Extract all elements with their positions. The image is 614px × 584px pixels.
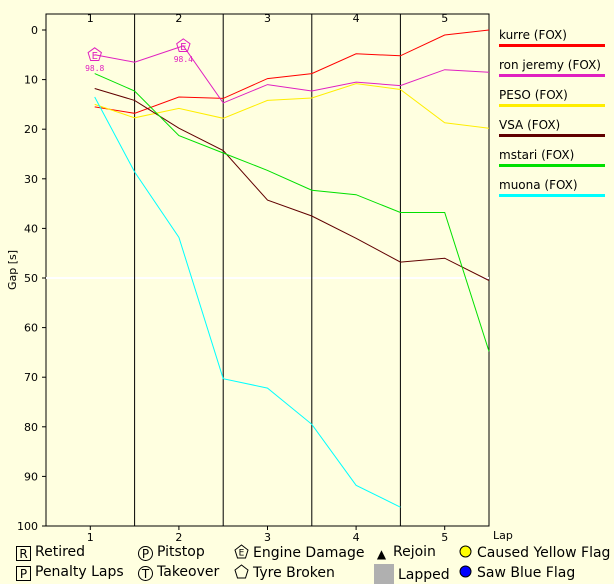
key-item: P Pitstop	[138, 544, 205, 561]
legend-label: mstari (FOX)	[499, 148, 575, 162]
key-label: Saw Blue Flag	[477, 565, 576, 581]
series-line-5	[94, 73, 490, 352]
y-tick-label-80: 80	[24, 421, 38, 434]
key-label: Lapped	[398, 567, 450, 583]
key-circle-icon: T	[138, 566, 153, 581]
triangle-icon: ▲	[376, 547, 387, 561]
key-item: ▲ Rejoin	[374, 544, 436, 562]
y-axis-label: Gap [s]	[6, 250, 19, 290]
key-label: Retired	[35, 544, 86, 560]
legend-label: VSA (FOX)	[499, 118, 561, 132]
event-symbol-1: E	[92, 51, 98, 62]
legend-swatch	[499, 104, 605, 107]
legend-swatch	[499, 194, 605, 197]
plot-frame	[45, 13, 490, 527]
legend-swatch	[499, 74, 605, 77]
series-line-6	[94, 96, 401, 508]
legend-item: VSA (FOX)	[499, 118, 605, 137]
x-tick-label-bottom-4: 4	[353, 531, 360, 544]
y-tick-label-10: 10	[24, 74, 38, 87]
legend-item: ron jeremy (FOX)	[499, 58, 605, 77]
x-tick-label-top-5: 5	[441, 12, 448, 25]
key-label: Caused Yellow Flag	[477, 545, 611, 561]
key-item: Saw Blue Flag	[458, 564, 575, 581]
x-tick-label-top-3: 3	[264, 12, 271, 25]
legend-label: PESO (FOX)	[499, 88, 568, 102]
legend-item: mstari (FOX)	[499, 148, 605, 167]
series-line-1	[94, 29, 490, 114]
blue-dot-icon	[458, 564, 473, 579]
legend-label: kurre (FOX)	[499, 28, 567, 42]
y-tick-label-30: 30	[24, 173, 38, 186]
key-label: Pitstop	[157, 544, 205, 560]
y-tick-label-100: 100	[17, 520, 38, 533]
svg-text:E: E	[239, 549, 245, 559]
key-label: Rejoin	[393, 544, 436, 560]
y-tick-label-70: 70	[24, 371, 38, 384]
legend-label: muona (FOX)	[499, 178, 578, 192]
legend-swatch	[499, 164, 605, 167]
legend-item: kurre (FOX)	[499, 28, 605, 47]
key-item: Tyre Broken	[234, 564, 335, 581]
key-label: Engine Damage	[253, 545, 365, 561]
x-tick-label-bottom-5: 5	[441, 531, 448, 544]
x-tick-label-top-2: 2	[175, 12, 182, 25]
key-box-icon: P	[16, 566, 31, 581]
y-tick-label-0: 0	[31, 24, 38, 37]
legend-label: ron jeremy (FOX)	[499, 58, 601, 72]
y-tick-label-90: 90	[24, 470, 38, 483]
pentagon-icon: E	[234, 544, 249, 559]
key-label: Takeover	[157, 564, 220, 580]
yellow-dot-icon	[458, 544, 473, 559]
pentagon-icon	[234, 564, 249, 579]
y-tick-label-20: 20	[24, 123, 38, 136]
x-tick-label-top-1: 1	[87, 12, 94, 25]
x-tick-label-bottom-3: 3	[264, 531, 271, 544]
key-label: Penalty Laps	[35, 564, 124, 580]
event-marker-1	[87, 47, 102, 61]
legend-swatch	[499, 134, 605, 137]
y-tick-label-50: 50	[24, 272, 38, 285]
y-tick-label-60: 60	[24, 322, 38, 335]
series-line-4	[94, 88, 490, 281]
legend-item: PESO (FOX)	[499, 88, 605, 107]
key-circle-icon: P	[138, 546, 153, 561]
grey-box-icon	[374, 564, 394, 584]
key-item: P Penalty Laps	[16, 564, 124, 581]
key-box-icon: R	[16, 546, 31, 561]
event-label-2: 98.4	[174, 55, 193, 64]
key-item: R Retired	[16, 544, 85, 561]
y-tick-label-40: 40	[24, 222, 38, 235]
key-label: Tyre Broken	[253, 565, 335, 581]
event-marker-2	[176, 38, 191, 52]
key-item: Lapped	[374, 564, 450, 584]
key-item: T Takeover	[138, 564, 219, 581]
x-tick-label-bottom-2: 2	[175, 531, 182, 544]
x-tick-label-top-4: 4	[353, 12, 360, 25]
key-item: E Engine Damage	[234, 544, 365, 561]
event-symbol-2: E	[180, 42, 186, 53]
key-item: Caused Yellow Flag	[458, 544, 610, 561]
x-tick-label-bottom-1: 1	[87, 531, 94, 544]
x-axis-label: Lap	[493, 529, 513, 542]
legend-swatch	[499, 44, 605, 47]
legend-item: muona (FOX)	[499, 178, 605, 197]
event-label-1: 98.8	[85, 64, 104, 73]
series-line-2	[94, 45, 490, 104]
